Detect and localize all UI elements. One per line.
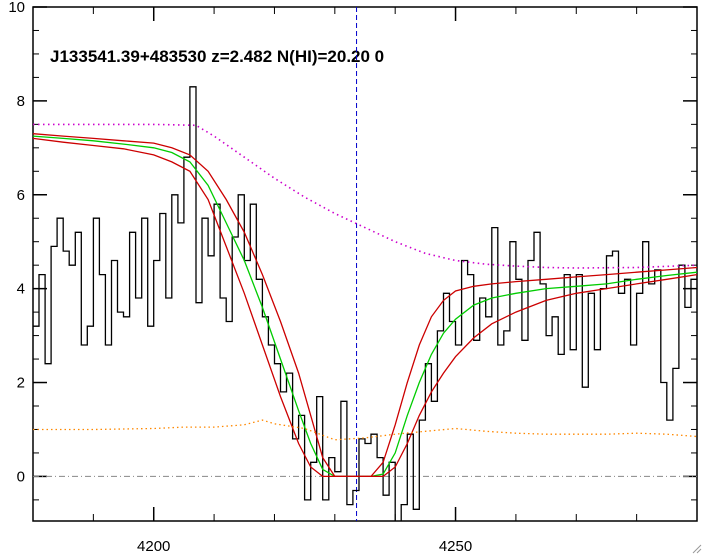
y-tick-label: 10 bbox=[8, 0, 25, 16]
y-tick-label: 4 bbox=[17, 281, 25, 298]
series-flux bbox=[33, 86, 697, 521]
data-marks bbox=[33, 7, 697, 521]
x-tick-label: 4200 bbox=[137, 538, 170, 555]
y-tick-label: 2 bbox=[17, 375, 25, 392]
series-continuum bbox=[33, 123, 697, 269]
y-tick-label: 0 bbox=[17, 468, 25, 485]
plot-frame bbox=[32, 6, 698, 522]
series-fit-lower bbox=[33, 137, 697, 478]
chart-title: J133541.39+483530 z=2.482 N(HI)=20.20 0 bbox=[50, 47, 384, 66]
series-error bbox=[33, 419, 697, 441]
axes: 0 2 4 6 8 10 4200 4250 bbox=[8, 0, 698, 555]
y-tick-label: 8 bbox=[17, 93, 25, 110]
resize-grip-icon[interactable] bbox=[690, 542, 702, 554]
x-tick-label: 4250 bbox=[439, 538, 472, 555]
y-tick-label: 6 bbox=[17, 187, 25, 204]
